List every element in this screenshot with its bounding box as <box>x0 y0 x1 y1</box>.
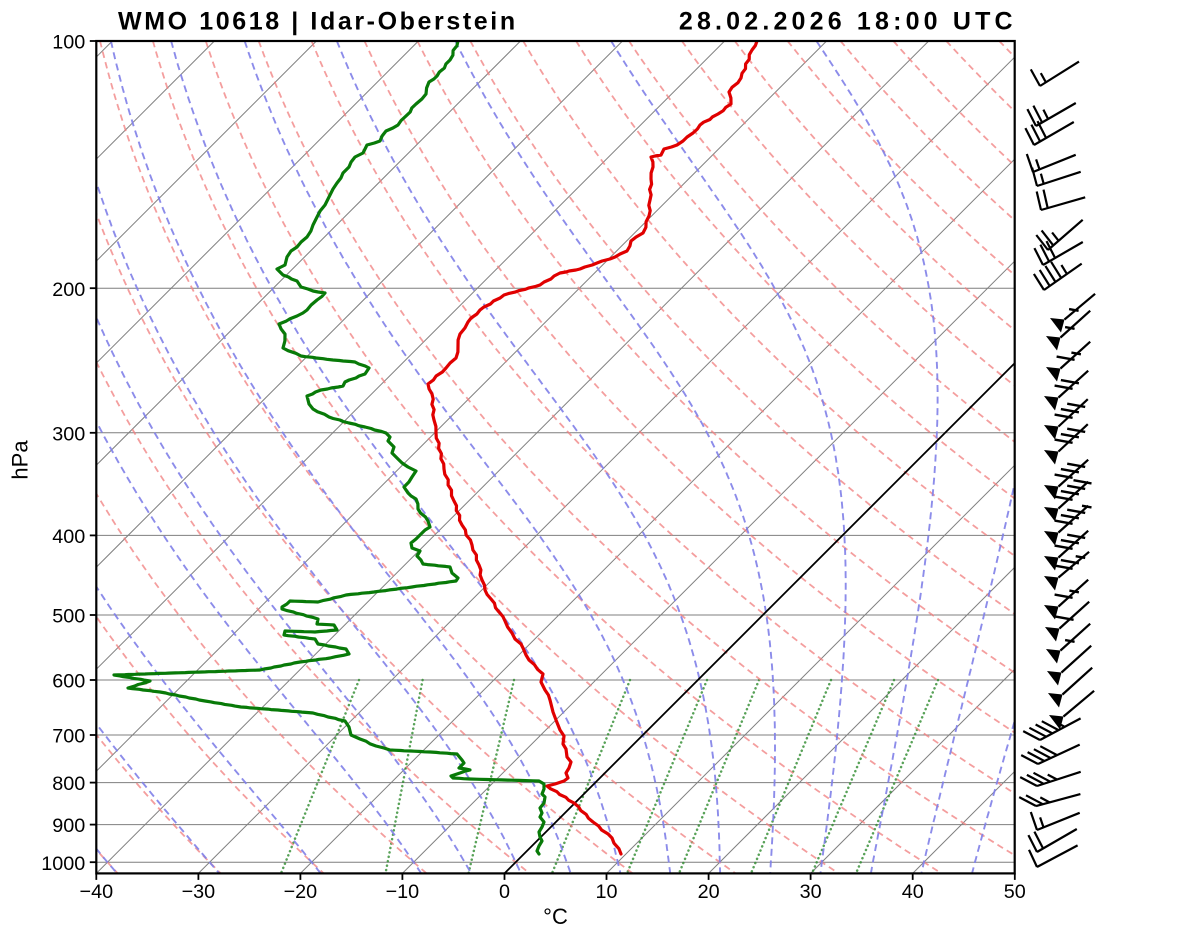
svg-text:20: 20 <box>698 881 720 903</box>
svg-text:WMO 10618 | Idar-Oberstein: WMO 10618 | Idar-Oberstein <box>118 8 518 36</box>
svg-text:−40: −40 <box>80 881 114 903</box>
svg-text:500: 500 <box>52 606 85 628</box>
svg-text:800: 800 <box>52 773 85 795</box>
svg-text:700: 700 <box>52 726 85 748</box>
svg-text:40: 40 <box>902 881 924 903</box>
svg-text:100: 100 <box>52 32 85 54</box>
svg-text:200: 200 <box>52 279 85 301</box>
svg-text:300: 300 <box>52 423 85 445</box>
svg-text:0: 0 <box>499 881 510 903</box>
svg-text:10: 10 <box>595 881 617 903</box>
svg-text:50: 50 <box>1004 881 1026 903</box>
svg-text:600: 600 <box>52 671 85 693</box>
svg-text:1000: 1000 <box>41 853 85 875</box>
svg-text:400: 400 <box>52 526 85 548</box>
svg-text:−10: −10 <box>386 881 420 903</box>
svg-text:−30: −30 <box>182 881 216 903</box>
svg-text:°C: °C <box>543 904 568 929</box>
svg-text:hPa: hPa <box>8 440 33 480</box>
svg-text:900: 900 <box>52 815 85 837</box>
svg-text:28.02.2026 18:00 UTC: 28.02.2026 18:00 UTC <box>679 8 1017 36</box>
svg-text:30: 30 <box>800 881 822 903</box>
svg-text:−20: −20 <box>284 881 318 903</box>
